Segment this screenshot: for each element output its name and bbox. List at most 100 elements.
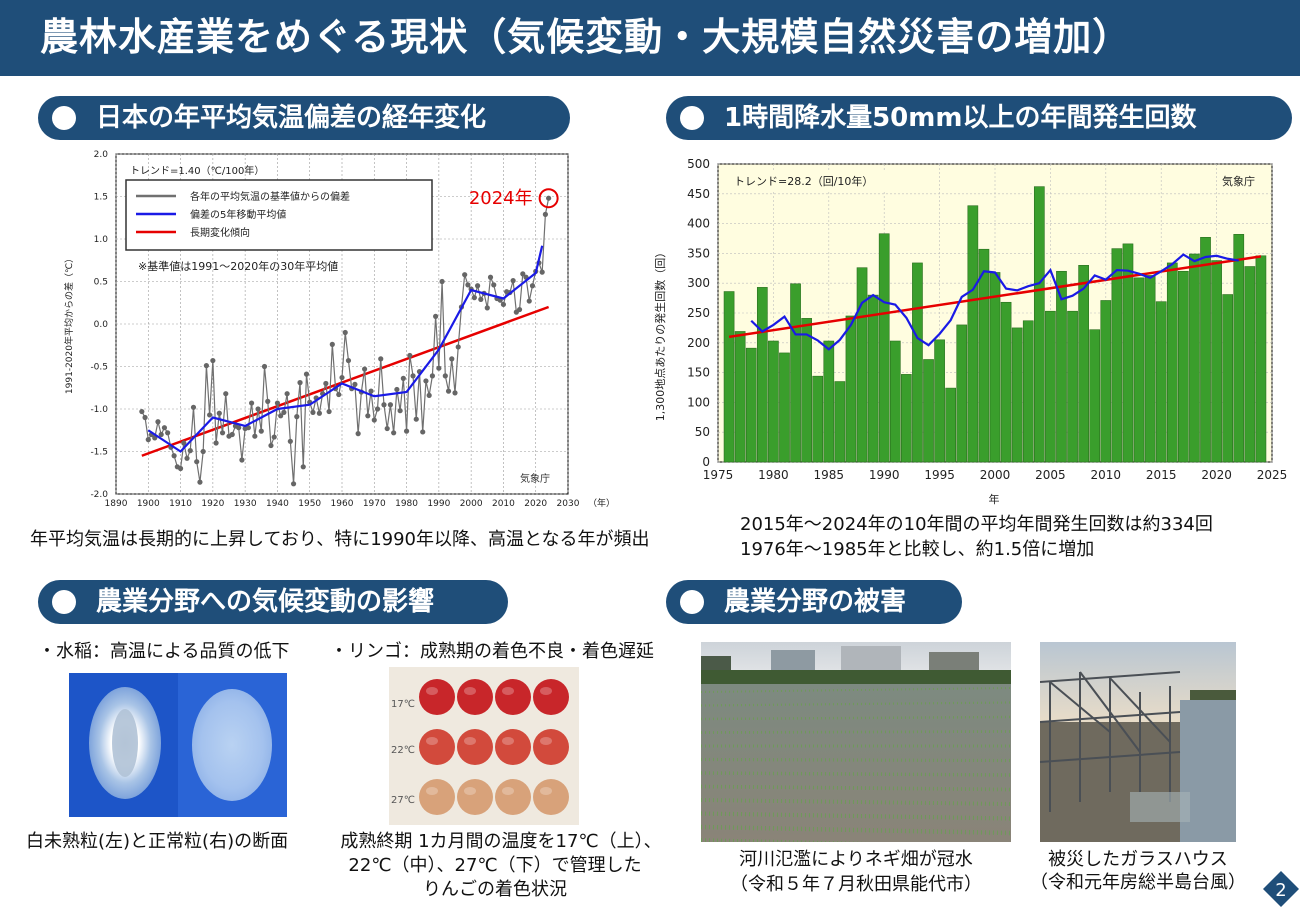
greenhouse-frame-bar — [1079, 671, 1141, 753]
apple-row-label-27: 27℃ — [391, 795, 415, 806]
temp-xtick-label: 1910 — [169, 499, 192, 509]
rain-bar — [1067, 310, 1078, 463]
rain-bar — [801, 318, 812, 463]
temp-xtick-label: 2000 — [460, 499, 483, 509]
bullet-circle-icon — [52, 590, 76, 614]
temp-annual-point — [271, 434, 277, 440]
rain-bar — [845, 315, 857, 463]
apple — [419, 779, 455, 815]
rain-bar — [1133, 277, 1145, 463]
apple-highlight — [540, 687, 552, 695]
temp-annual-point — [194, 459, 200, 465]
rain-xtick-label: 2005 — [1035, 468, 1066, 482]
temp-xtick-label: 1980 — [395, 499, 418, 509]
rain-ytick-label: 350 — [687, 246, 710, 260]
temp-annual-point — [165, 430, 171, 436]
temp-annual-point — [429, 373, 435, 379]
rain-bar — [1033, 186, 1045, 463]
legend-trend-label: 長期変化傾向 — [190, 226, 250, 239]
temp-ytick-label: 2.0 — [94, 150, 109, 160]
temp-annual-point — [290, 481, 297, 487]
rain-bar — [1100, 300, 1112, 463]
rain-bar — [834, 381, 846, 463]
temp-annual-point — [397, 408, 403, 414]
temp-annual-point — [200, 448, 206, 455]
rain-bar — [745, 347, 757, 463]
page-number-diamond-icon — [1263, 871, 1299, 907]
temp-annual-point — [426, 392, 432, 398]
temp-annual-point — [245, 425, 251, 431]
apple-highlight — [502, 787, 514, 795]
apple — [495, 729, 531, 765]
temp-annual-point — [219, 430, 226, 436]
damaged-greenhouse-image — [1040, 642, 1236, 842]
apple-highlight — [426, 737, 438, 745]
temp-annual-point — [365, 413, 371, 419]
temp-xtick-label: 1950 — [298, 499, 321, 509]
rain-bar — [1155, 301, 1167, 463]
chalky-core — [112, 709, 138, 777]
apple — [495, 779, 531, 815]
temp-annual-point — [184, 455, 190, 461]
temp-annual-point — [336, 391, 342, 398]
page-number-badge: 2 — [1263, 871, 1299, 907]
apple-highlight — [464, 787, 476, 795]
temp-annual-point — [433, 313, 439, 319]
broken-glass — [1130, 792, 1190, 822]
temp-annual-point — [471, 295, 477, 301]
rain-bar — [1178, 270, 1189, 463]
temp-annual-point — [374, 406, 381, 412]
rain-bar — [912, 262, 923, 463]
apple-heading: ・リンゴ：成熟期の着色不良・着色遅延 — [330, 641, 654, 662]
temp-annual-point — [420, 429, 426, 435]
apple — [533, 779, 569, 815]
greenhouse-caption-line1: 被災したガラスハウス — [1048, 849, 1228, 870]
temp-annual-point — [203, 363, 209, 369]
temp-annual-point — [207, 412, 213, 418]
temp-annual-point — [252, 433, 258, 439]
greenhouse-frame-bar — [1049, 681, 1111, 733]
damage-section-title: 農業分野の被害 — [724, 587, 907, 617]
rain-bar — [1122, 243, 1134, 463]
rain-ytick-label: 50 — [695, 425, 710, 439]
temp-annual-point — [475, 283, 481, 289]
apple-caption-line1: 成熟終期 1カ月間の温度を17℃（上）、 — [340, 831, 662, 852]
temp-xtick-label: 2030 — [557, 499, 580, 509]
rain-ytick-label: 150 — [687, 366, 710, 380]
rain-ytick-label: 250 — [687, 306, 710, 320]
apple-highlight — [502, 737, 514, 745]
page-number: 2 — [1275, 880, 1286, 901]
temp-annual-point — [255, 406, 261, 412]
rain-xtick-label: 1975 — [703, 468, 734, 482]
temp-trend-label: トレンド=1.40（℃/100年） — [130, 164, 264, 177]
rain-xtick-label: 1980 — [758, 468, 789, 482]
rain-ytick-label: 450 — [687, 187, 710, 201]
rain-bar — [956, 324, 968, 463]
temp-annual-point — [442, 373, 448, 379]
temp-annual-point — [145, 437, 151, 443]
rain-bar — [1144, 275, 1156, 463]
normal-grain — [192, 689, 272, 801]
rain-xtick-label: 2010 — [1091, 468, 1122, 482]
temperature-anomaly-chart: 2.0 1.5 1.0 0.5 0.0 -0.5 -1.0 -1.5 -2.0 1890 1900… — [63, 150, 615, 509]
rain-ytick-label: 400 — [687, 217, 710, 231]
rain-bar — [768, 340, 779, 463]
temp-annual-point — [281, 409, 287, 415]
rain-bar — [867, 294, 879, 463]
temp-annual-point — [410, 373, 416, 379]
temp-annual-point — [445, 388, 452, 394]
temp-caption: 年平均気温は長期的に上昇しており、特に1990年以降、高温となる年が頻出 — [30, 529, 650, 550]
temp-xtick-label: 1990 — [427, 499, 450, 509]
temp-annual-point — [546, 195, 552, 201]
rain-bar — [823, 340, 835, 463]
apple-row-label-17: 17℃ — [391, 699, 415, 710]
rain-ytick-label: 200 — [687, 336, 710, 350]
temp-annual-point — [462, 272, 468, 278]
rain-bar — [1022, 320, 1034, 463]
rain-bar — [812, 375, 824, 463]
rain-bar — [1056, 270, 1067, 463]
temp-ytick-label: -2.0 — [90, 490, 108, 500]
apple — [457, 729, 493, 765]
rain-bar — [1111, 248, 1123, 463]
apple-highlight — [540, 737, 552, 745]
